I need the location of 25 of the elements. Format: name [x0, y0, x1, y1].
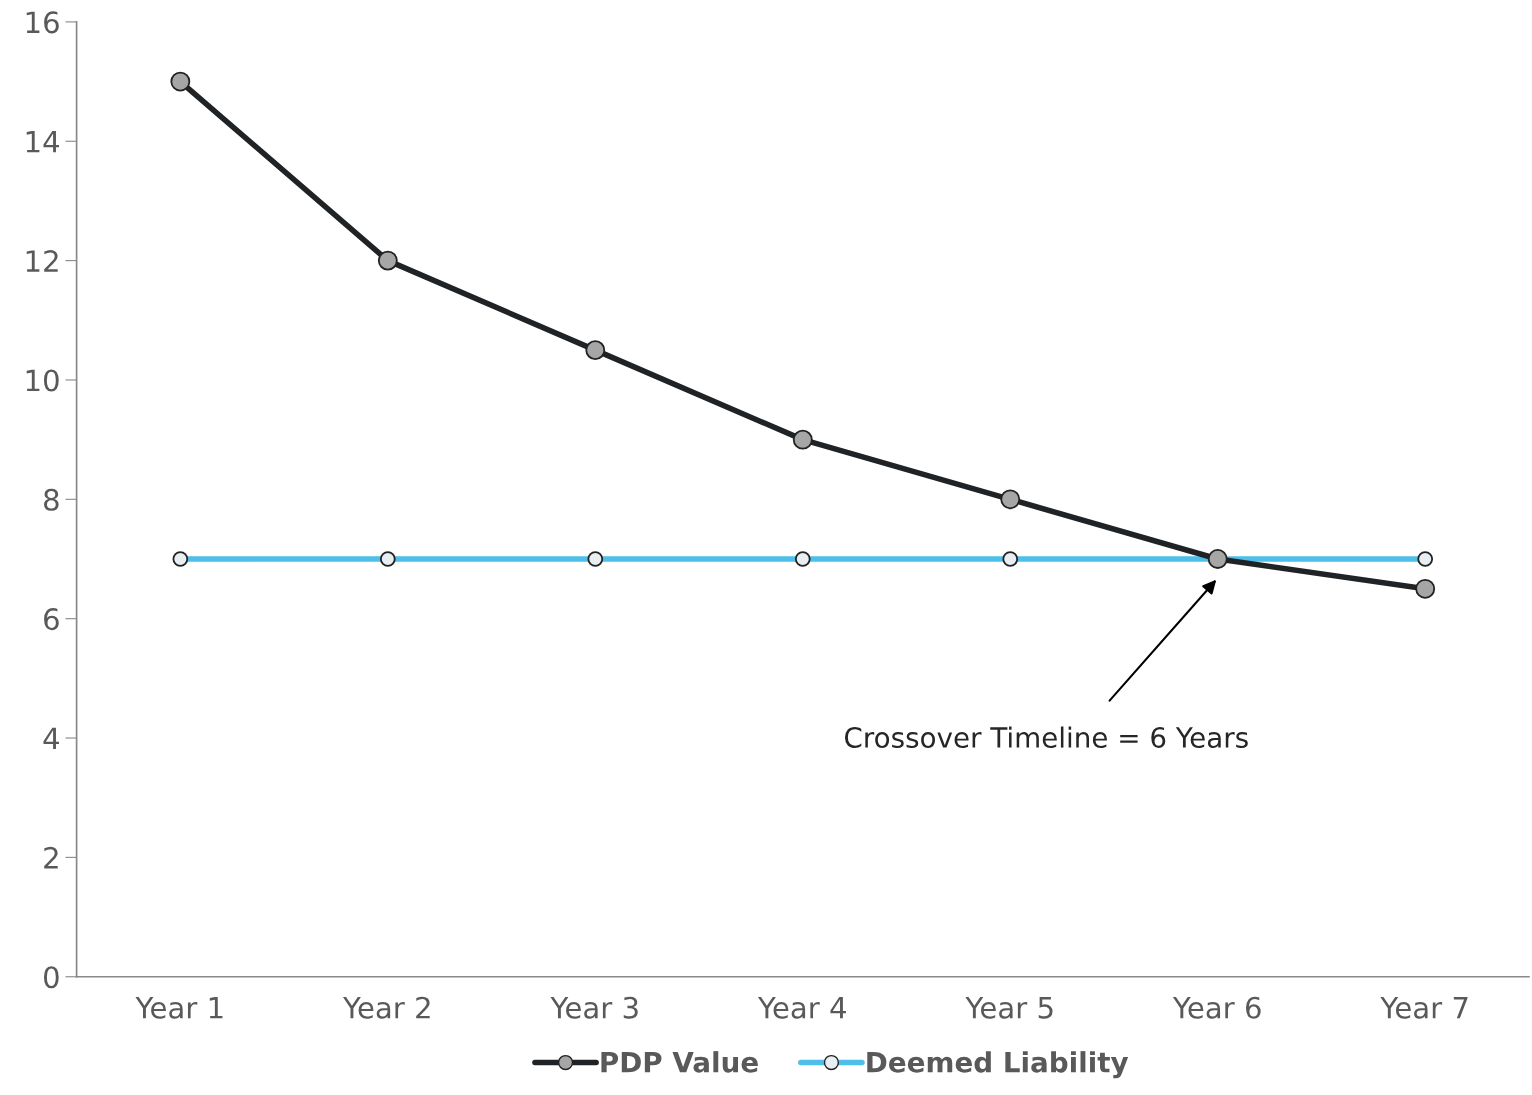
x-tick-label: Year 2 [342, 996, 430, 1019]
annotation: Crossover Timeline = 6 Years [844, 726, 1248, 748]
x-tick-label: Year 3 [550, 996, 638, 1019]
y-tick-label: 10 [26, 369, 59, 392]
legend-label: Deemed Liability [867, 1051, 1129, 1079]
x-tick-label: Year 6 [1172, 996, 1261, 1019]
y-tick-label: 4 [43, 727, 59, 750]
y-tick-label: 12 [26, 250, 58, 272]
y-tick-label: 14 [26, 131, 59, 153]
y-tick-label: 0 [43, 966, 59, 989]
y-tick-label: 8 [44, 488, 59, 511]
point [585, 340, 606, 361]
point [1000, 489, 1021, 510]
y-tick-label: 16 [26, 11, 59, 34]
y-tick-label: 2 [44, 846, 58, 869]
point [792, 429, 813, 450]
x-tick-label: Year 1 [135, 997, 223, 1019]
point [170, 71, 191, 92]
x-tick-label: Year 5 [965, 997, 1053, 1019]
x-tick-label: Year 4 [757, 997, 846, 1019]
legend-label: PDP Value [601, 1051, 758, 1073]
y-tick-label: 6 [44, 608, 59, 631]
point [377, 250, 398, 271]
point [1415, 578, 1436, 599]
x-tick-label: Year 7 [1380, 997, 1468, 1019]
